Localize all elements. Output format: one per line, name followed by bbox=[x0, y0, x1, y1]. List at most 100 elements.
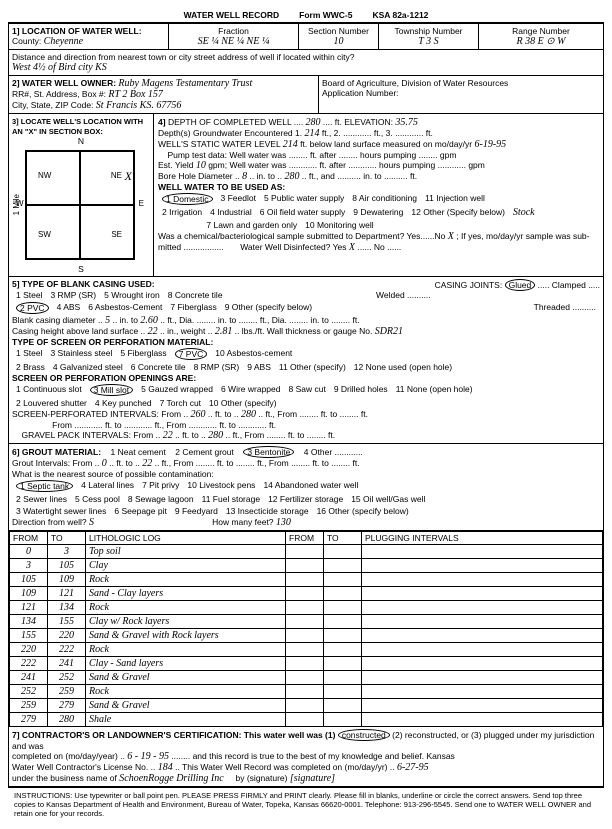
owner-val[interactable]: Ruby Magens Testamentary Trust bbox=[118, 78, 252, 89]
use-12[interactable]: 12 Other (Specify below) bbox=[411, 207, 505, 218]
c5-1[interactable]: 1 Steel bbox=[16, 290, 42, 300]
cah-wt[interactable]: 2.81 bbox=[215, 326, 233, 337]
sc-2[interactable]: 2 Sewer lines bbox=[16, 494, 67, 504]
o-4[interactable]: 4 Key punched bbox=[95, 398, 152, 408]
elev-val[interactable]: 35.75 bbox=[395, 117, 418, 128]
s-1[interactable]: 1 Steel bbox=[16, 348, 42, 360]
gw1-val[interactable]: 214 bbox=[304, 128, 319, 139]
c5-6[interactable]: 6 Asbestos-Cement bbox=[88, 302, 162, 314]
cah-val[interactable]: 22 bbox=[148, 326, 158, 337]
range-val[interactable]: R 38 E ⊙ W bbox=[517, 36, 566, 47]
gauge-val[interactable]: SDR21 bbox=[375, 326, 403, 337]
est-val[interactable]: 10 bbox=[196, 160, 206, 171]
use-2[interactable]: 2 Irrigation bbox=[162, 207, 202, 218]
sc-15[interactable]: 15 Oil well/Gas well bbox=[351, 494, 425, 504]
sc-5[interactable]: 5 Cess pool bbox=[75, 494, 120, 504]
use-11[interactable]: 11 Injection well bbox=[425, 193, 485, 205]
use-8[interactable]: 8 Air conditioning bbox=[352, 193, 417, 205]
use-9[interactable]: 9 Dewatering bbox=[353, 207, 403, 218]
cj-threaded[interactable]: Threaded bbox=[534, 302, 570, 312]
bore-val[interactable]: 8 bbox=[242, 171, 247, 182]
o-3[interactable]: 3 Mill slot bbox=[90, 384, 133, 396]
o-10[interactable]: 10 Other (specify) bbox=[209, 398, 277, 408]
sc-9[interactable]: 9 Feedyard bbox=[175, 506, 218, 516]
section-val[interactable]: 10 bbox=[334, 36, 344, 47]
s-11[interactable]: 11 Other (specify) bbox=[279, 362, 346, 372]
township-val[interactable]: T 3 S bbox=[418, 36, 438, 47]
sc-11[interactable]: 11 Fuel storage bbox=[202, 494, 260, 504]
sc-13[interactable]: 13 Insecticide storage bbox=[226, 506, 309, 516]
sc-6[interactable]: 6 Seepage pit bbox=[114, 506, 166, 516]
o-6[interactable]: 6 Wire wrapped bbox=[221, 384, 281, 396]
disinfect-val[interactable]: X bbox=[349, 242, 355, 253]
o-5[interactable]: 5 Gauzed wrapped bbox=[141, 384, 213, 396]
use-4[interactable]: 4 Industrial bbox=[210, 207, 252, 218]
rr-val[interactable]: RT 2 Box 157 bbox=[108, 89, 163, 100]
chem-val[interactable]: X bbox=[448, 231, 454, 242]
rec-date[interactable]: 6-27-95 bbox=[397, 762, 429, 773]
sig-val[interactable]: [signature] bbox=[290, 773, 335, 784]
s-4[interactable]: 4 Galvanized steel bbox=[53, 362, 123, 372]
use-1[interactable]: 1 Domestic bbox=[162, 193, 213, 205]
c5-5[interactable]: 5 Wrought iron bbox=[104, 290, 160, 300]
bore-to[interactable]: 280 bbox=[284, 171, 299, 182]
o-7[interactable]: 7 Torch cut bbox=[160, 398, 201, 408]
sc-3[interactable]: 3 Watertight sewer lines bbox=[16, 506, 106, 516]
constructed[interactable]: constructed bbox=[338, 729, 390, 741]
s-9[interactable]: 9 ABS bbox=[247, 362, 271, 372]
cj-welded[interactable]: Welded bbox=[376, 290, 405, 300]
o-1[interactable]: 1 Continuous slot bbox=[16, 384, 82, 396]
dist-val[interactable]: West 4½ of Bird city KS bbox=[12, 62, 107, 73]
s-8[interactable]: 8 RMP (SR) bbox=[194, 362, 240, 372]
grav-from[interactable]: 22 bbox=[163, 430, 173, 441]
s-10[interactable]: 10 Asbestos-cement bbox=[215, 348, 292, 360]
sc-12[interactable]: 12 Fertilizer storage bbox=[268, 494, 343, 504]
s-5[interactable]: 5 Fiberglass bbox=[120, 348, 166, 360]
use-5[interactable]: 5 Public water supply bbox=[264, 193, 344, 205]
bcd-to[interactable]: 2.60 bbox=[140, 315, 158, 326]
gi-to[interactable]: 22 bbox=[142, 458, 152, 469]
c5-4[interactable]: 4 ABS bbox=[57, 302, 81, 314]
s-7[interactable]: 7 PVC bbox=[175, 348, 208, 360]
g-2[interactable]: 2 Cement grout bbox=[175, 447, 234, 457]
use-other[interactable]: Stock bbox=[513, 207, 535, 218]
g-3[interactable]: 3 Bentonite bbox=[243, 446, 294, 458]
sc-16[interactable]: 16 Other (specify below) bbox=[317, 506, 409, 516]
s-6[interactable]: 6 Concrete tile bbox=[131, 362, 186, 372]
o-9[interactable]: 9 Drilled holes bbox=[334, 384, 388, 396]
sc-4[interactable]: 4 Lateral lines bbox=[81, 480, 134, 492]
bcd-val[interactable]: 5 bbox=[105, 315, 110, 326]
o-2[interactable]: 2 Louvered shutter bbox=[16, 398, 87, 408]
grav-to[interactable]: 280 bbox=[208, 430, 223, 441]
use-6[interactable]: 6 Oil field water supply bbox=[260, 207, 346, 218]
county-val[interactable]: Cheyenne bbox=[44, 36, 83, 47]
g-1[interactable]: 1 Neat cement bbox=[111, 447, 166, 457]
perf-from[interactable]: 260 bbox=[191, 409, 206, 420]
dir-val[interactable]: S bbox=[89, 517, 94, 528]
use-3[interactable]: 3 Feedlot bbox=[221, 193, 256, 205]
c5-7[interactable]: 7 Fiberglass bbox=[170, 302, 216, 314]
depth-val[interactable]: 280 bbox=[306, 117, 321, 128]
s-2[interactable]: 2 Brass bbox=[16, 362, 45, 372]
sc-7[interactable]: 7 Pit privy bbox=[142, 480, 179, 492]
c5-3[interactable]: 3 RMP (SR) bbox=[50, 290, 96, 300]
use-7[interactable]: 7 Lawn and garden only bbox=[206, 220, 297, 230]
perf-to[interactable]: 280 bbox=[241, 409, 256, 420]
s-12[interactable]: 12 None used (open hole) bbox=[354, 362, 452, 372]
c5-2[interactable]: 2 PVC bbox=[16, 302, 49, 314]
cj-clamped[interactable]: Clamped bbox=[552, 280, 586, 290]
o-8[interactable]: 8 Saw cut bbox=[288, 384, 325, 396]
o-11[interactable]: 11 None (open hole) bbox=[396, 384, 473, 396]
ne-mark[interactable]: X bbox=[125, 169, 132, 184]
use-10[interactable]: 10 Monitoring well bbox=[305, 220, 374, 230]
sc-8[interactable]: 8 Sewage lagoon bbox=[128, 494, 194, 504]
static-val[interactable]: 214 bbox=[283, 139, 298, 150]
sc-14[interactable]: 14 Abandoned water well bbox=[263, 480, 358, 492]
comp-date[interactable]: 6 - 19 - 95 bbox=[127, 751, 169, 762]
c5-8[interactable]: 8 Concrete tile bbox=[168, 290, 223, 300]
sc-10[interactable]: 10 Livestock pens bbox=[187, 480, 255, 492]
bus-val[interactable]: SchoenRogge Drilling Inc bbox=[119, 773, 223, 784]
feet-val[interactable]: 130 bbox=[276, 517, 291, 528]
sc-1[interactable]: 1 Septic tank bbox=[16, 480, 73, 492]
static-date[interactable]: 6-19-95 bbox=[475, 139, 507, 150]
